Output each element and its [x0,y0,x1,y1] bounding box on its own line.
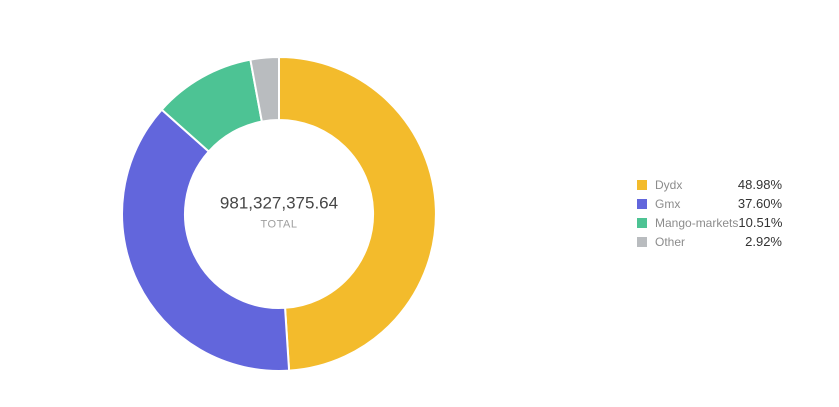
chart-legend: Dydx 48.98% Gmx 37.60% Mango-markets 10.51% Ot… [637,175,782,251]
pie-slice-dydx[interactable] [278,56,437,372]
legend-value: 10.51% [738,215,783,230]
legend-label: Gmx [655,196,681,211]
legend-label: Other [655,234,686,249]
legend-item-dydx[interactable]: Dydx 48.98% [637,175,782,194]
legend-swatch-icon [637,198,647,209]
legend-value: 37.60% [737,196,782,211]
legend-label: Mango-markets [655,215,739,230]
legend-item-other[interactable]: Other 2.92% [637,232,782,251]
legend-item-mango-markets[interactable]: Mango-markets 10.51% [637,213,782,232]
legend-swatch-icon [637,236,647,247]
pie-slice-other[interactable] [249,55,280,123]
legend-value: 48.98% [737,177,782,192]
legend-swatch-icon [637,179,647,190]
pie-slice-gmx[interactable] [121,108,291,372]
legend-value: 2.92% [745,234,782,249]
legend-swatch-icon [637,217,647,228]
legend-label: Dydx [655,177,683,192]
legend-item-gmx[interactable]: Gmx 37.60% [637,194,782,213]
donut-chart [121,55,437,372]
